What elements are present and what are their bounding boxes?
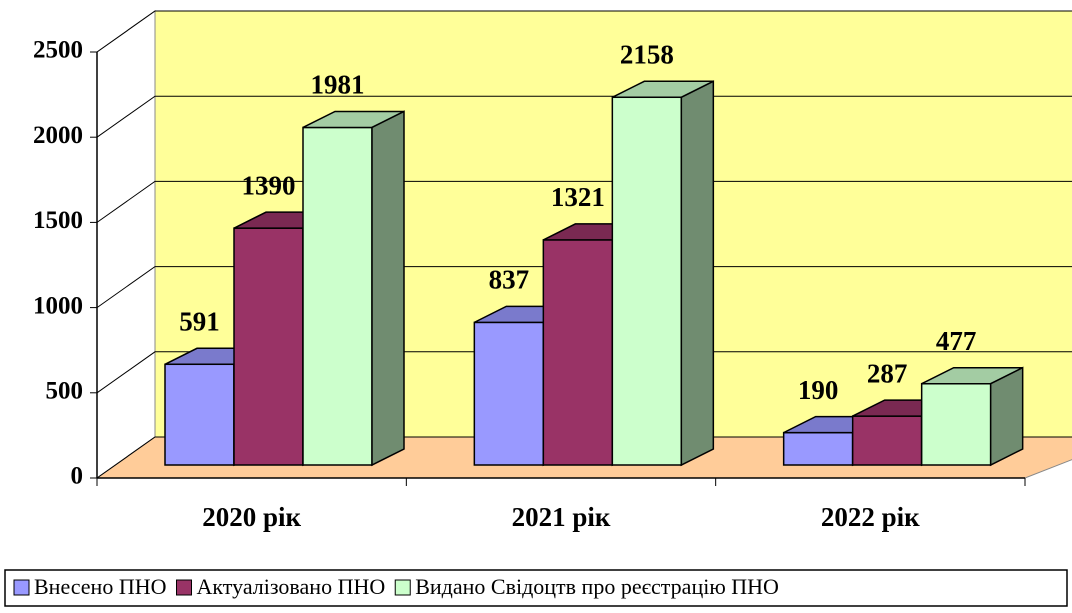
x-tick-label: 2021 рік: [512, 502, 611, 532]
y-tick-label: 1000: [33, 292, 83, 319]
bar: [920, 366, 1024, 467]
grid-line: [96, 351, 1072, 394]
grid-line: [96, 95, 1072, 138]
bar-front: [542, 239, 614, 466]
legend-label: Видано Свідоцтв про реєстрацію ПНО: [415, 574, 779, 599]
grid-line: [96, 266, 1072, 309]
legend-swatch: [394, 579, 411, 596]
plot: 2020 рік 591 1390 1981 2021 рік 837 1321 2158 20…: [164, 39, 1024, 532]
bar-front: [782, 431, 854, 466]
grid-line: [96, 10, 1072, 53]
value-label: 2158: [620, 39, 674, 69]
value-label: 1321: [551, 182, 605, 212]
legend-label: Внесено ПНО: [34, 574, 167, 599]
value-label: 1981: [311, 70, 365, 100]
bar-front: [473, 321, 545, 466]
bar-side: [989, 366, 1024, 467]
bar-front: [233, 227, 304, 466]
bar: [611, 80, 715, 467]
value-label: 591: [179, 306, 220, 336]
bar-side: [371, 110, 405, 467]
legend-label: Актуалізовано ПНО: [197, 574, 386, 599]
bar-front: [164, 363, 235, 466]
y-tick-label: 2000: [33, 122, 83, 149]
bar-front: [302, 126, 373, 466]
bar-side: [680, 80, 715, 467]
side-wall: [96, 10, 156, 479]
value-label: 190: [798, 375, 839, 405]
x-tick-label: 2022 рік: [821, 502, 920, 532]
x-tick-label: 2020 рік: [202, 502, 301, 532]
y-tick-label: 1500: [33, 207, 83, 234]
grid-line: [96, 180, 1072, 223]
value-label: 837: [489, 265, 530, 295]
bar: [302, 110, 405, 467]
legend-swatch: [13, 579, 30, 596]
bar-front: [920, 382, 992, 466]
bar-front: [611, 96, 683, 466]
bar-front: [851, 415, 923, 466]
value-label: 1390: [242, 170, 296, 200]
y-tick-label: 500: [46, 378, 84, 405]
y-tick-label: 0: [71, 463, 84, 490]
y-tick-label: 2500: [33, 37, 83, 64]
value-label: 477: [936, 326, 977, 356]
legend-swatch: [176, 579, 192, 596]
value-label: 287: [867, 358, 908, 388]
